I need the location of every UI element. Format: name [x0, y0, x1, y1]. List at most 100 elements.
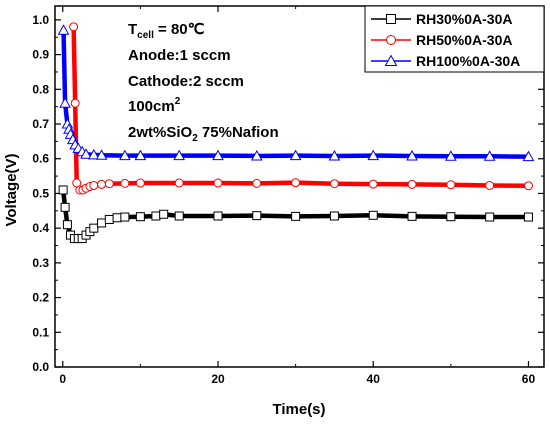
data-point-circle: [329, 179, 339, 189]
y-tick-label: 0.2: [32, 291, 49, 305]
y-tick-label: 0.1: [32, 325, 49, 339]
annotation-tcell-rest: = 80℃: [154, 21, 205, 38]
data-point-square: [291, 211, 301, 221]
data-point-circle: [69, 22, 79, 32]
data-point-triangle: [212, 149, 224, 161]
data-point-triangle: [406, 149, 418, 161]
data-point-circle: [89, 180, 99, 190]
data-point-circle: [213, 178, 223, 188]
series-circle: [69, 22, 533, 195]
series-square: [58, 185, 533, 244]
data-point-circle: [386, 35, 396, 45]
data-point-square: [174, 211, 184, 221]
annotation-membrane-b: 75%Nafion: [198, 124, 279, 141]
data-point-triangle: [87, 148, 100, 160]
data-point-square: [446, 212, 456, 222]
data-point-circle: [368, 179, 378, 189]
y-tick-label: 0.0: [32, 360, 49, 374]
data-point-square: [89, 223, 99, 233]
x-axis-ticks: 0 20 40 60: [59, 6, 535, 386]
data-point-triangle: [119, 149, 131, 161]
y-axis-ticks: 0.0 0.1 0.2 0.3 0.4 0.5 0.6 0.7 0.8 0.9 1.0: [32, 13, 544, 374]
x-axis-title: Time(s): [272, 401, 325, 418]
data-point-square: [120, 212, 130, 222]
series-layer: [57, 22, 535, 244]
y-tick-label: 0.7: [32, 117, 49, 131]
x-tick-label: 20: [211, 372, 225, 386]
data-point-square: [386, 14, 396, 24]
data-point-square: [252, 211, 262, 221]
data-point-square: [112, 213, 122, 223]
data-point-circle: [174, 178, 184, 188]
series-triangle: [57, 24, 535, 162]
y-tick-label: 1.0: [32, 13, 49, 27]
annotation-area: 100cm2: [128, 96, 181, 115]
data-point-circle: [291, 178, 301, 188]
data-point-triangle: [445, 150, 457, 161]
annotation-membrane-sub: 2: [192, 133, 198, 144]
annotation-anode: Anode:1 sccm: [128, 47, 231, 64]
data-point-triangle: [289, 149, 302, 161]
data-point-circle: [523, 181, 533, 191]
annotation-membrane: 2wt%SiO2 75%Nafion: [128, 124, 279, 144]
data-point-square: [485, 212, 495, 222]
data-point-triangle: [384, 54, 398, 66]
y-tick-label: 0.9: [32, 48, 49, 62]
y-tick-label: 0.4: [32, 221, 49, 235]
x-tick-label: 0: [59, 372, 66, 386]
data-point-square: [368, 210, 378, 220]
x-tick-label: 40: [367, 372, 381, 386]
data-point-triangle: [483, 150, 496, 161]
y-tick-label: 0.3: [32, 256, 49, 270]
data-point-square: [159, 209, 169, 219]
data-point-square: [407, 211, 417, 221]
plot-frame: [54, 5, 545, 368]
data-point-triangle: [59, 97, 71, 108]
data-point-triangle: [173, 149, 186, 161]
data-point-circle: [70, 98, 80, 108]
data-point-square: [60, 202, 70, 212]
data-point-square: [58, 185, 68, 195]
legend-items: RH30%0A-30A RH50%0A-30A RH100%0A-30A: [371, 11, 520, 69]
annotation-tcell: Tcell = 80℃: [128, 21, 205, 41]
data-point-triangle: [522, 150, 535, 162]
data-point-circle: [252, 178, 262, 188]
legend-label: RH100%0A-30A: [416, 53, 520, 69]
data-point-circle: [120, 178, 130, 188]
legend-label: RH30%0A-30A: [416, 11, 512, 27]
annotation-area-sup: 2: [175, 96, 181, 107]
data-point-circle: [135, 178, 145, 188]
data-point-square: [62, 220, 72, 230]
y-axis-title: Voltage(V): [3, 153, 20, 226]
legend-item: RH100%0A-30A: [371, 53, 520, 69]
annotation-cathode: Cathode:2 sccm: [128, 73, 244, 90]
data-point-circle: [407, 179, 417, 189]
legend-item: RH30%0A-30A: [371, 11, 512, 27]
data-point-square: [135, 212, 145, 222]
data-point-square: [104, 214, 114, 224]
data-point-circle: [485, 180, 495, 190]
data-point-triangle: [134, 149, 147, 161]
annotation-block: Tcell = 80℃ Anode:1 sccm Cathode:2 sccm …: [128, 21, 279, 144]
y-tick-label: 0.5: [32, 186, 49, 200]
data-point-circle: [104, 179, 114, 189]
y-tick-label: 0.8: [32, 82, 49, 96]
x-tick-label: 60: [522, 372, 536, 386]
data-point-square: [329, 211, 339, 221]
annotation-tcell-main: T: [128, 21, 137, 38]
annotation-membrane-a: 2wt%SiO: [128, 124, 193, 141]
data-point-triangle: [367, 149, 380, 161]
data-point-triangle: [80, 148, 92, 159]
y-tick-label: 0.6: [32, 152, 49, 166]
data-point-circle: [446, 180, 456, 190]
legend-label: RH50%0A-30A: [416, 32, 512, 48]
data-point-square: [151, 211, 161, 221]
data-point-circle: [97, 179, 107, 189]
data-point-triangle: [57, 24, 70, 35]
annotation-area-main: 100cm: [128, 98, 175, 115]
data-point-square: [97, 218, 107, 228]
legend: RH30%0A-30A RH50%0A-30A RH100%0A-30A: [364, 5, 545, 73]
data-point-square: [213, 211, 223, 221]
legend-item: RH50%0A-30A: [371, 32, 512, 48]
